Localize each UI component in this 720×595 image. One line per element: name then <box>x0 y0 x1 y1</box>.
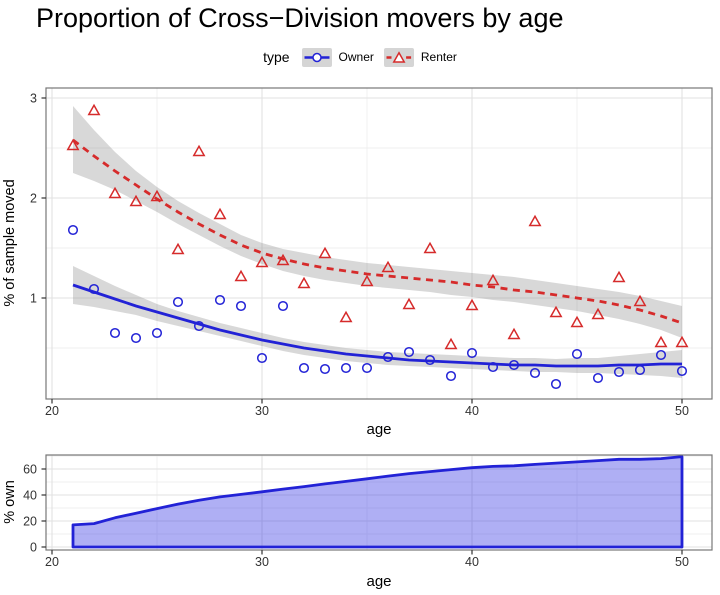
owner-point <box>445 370 457 382</box>
renter-point <box>444 337 458 350</box>
renter-point <box>591 307 605 320</box>
owner-point <box>508 359 520 371</box>
owner-point <box>130 332 142 344</box>
renter-point <box>528 214 542 227</box>
owner-point <box>655 349 667 361</box>
renter-point <box>633 294 647 307</box>
chart-title: Proportion of Cross−Division movers by a… <box>36 3 564 33</box>
renter-confidence-ribbon <box>73 106 682 338</box>
x-tick-label: 30 <box>255 404 269 418</box>
owner-point <box>361 362 373 374</box>
owner-point <box>592 372 604 384</box>
owner-point <box>550 378 562 390</box>
owner-point <box>172 296 184 308</box>
renter-legend-key-icon <box>383 47 414 67</box>
y-tick-label: 2 <box>30 191 37 205</box>
owner-point <box>571 348 583 360</box>
owner-point <box>235 300 247 312</box>
owner-legend-label: Owner <box>338 50 374 64</box>
renter-point <box>171 242 185 255</box>
renter-point <box>150 189 164 202</box>
owner-point <box>151 327 163 339</box>
owner-point <box>487 361 499 373</box>
owner-key-circle-icon <box>311 52 322 62</box>
renter-point <box>108 186 122 199</box>
owner-trend-line <box>72 283 682 368</box>
x-tick-label: 20 <box>45 555 59 569</box>
top-plot-movers-by-age: 20 30 40 50 1 2 3 age % of sample moved <box>2 87 713 438</box>
owner-point <box>529 367 541 379</box>
owner-point <box>214 294 226 306</box>
renter-point <box>402 297 416 310</box>
renter-point <box>213 207 227 220</box>
y-tick-label: 60 <box>23 462 37 476</box>
x-tick-label: 20 <box>45 404 59 418</box>
panel-border <box>45 87 713 400</box>
renter-point <box>423 241 437 254</box>
y-axis-title: % of sample moved <box>2 179 18 306</box>
legend: type Owner Renter <box>0 45 720 69</box>
y-tick-label: 0 <box>30 540 37 554</box>
x-tick-label: 50 <box>675 404 689 418</box>
legend-title: type <box>263 49 290 65</box>
owner-point <box>256 352 268 364</box>
renter-point <box>255 255 269 268</box>
x-axis-title: age <box>366 573 391 590</box>
owner-point <box>634 364 646 376</box>
owner-point <box>382 351 394 363</box>
renter-point <box>87 103 101 116</box>
renter-point <box>549 305 563 318</box>
owner-point <box>340 362 352 374</box>
owner-point <box>403 346 415 358</box>
renter-point <box>318 246 332 259</box>
renter-point <box>339 310 353 323</box>
renter-point <box>276 253 290 266</box>
renter-point <box>192 144 206 157</box>
owner-point <box>424 354 436 366</box>
renter-key-triangle-icon <box>392 50 406 63</box>
x-tick-label: 50 <box>675 555 689 569</box>
owner-point <box>88 283 100 295</box>
bottom-plot-pct-own: 20 30 40 50 0 20 40 60 age % own <box>2 454 713 590</box>
y-tick-label: 3 <box>30 91 37 105</box>
renter-point <box>486 273 500 286</box>
x-axis-title: age <box>366 421 391 438</box>
x-tick-label: 30 <box>255 555 269 569</box>
owner-point <box>676 365 688 377</box>
renter-point <box>465 298 479 311</box>
x-tick-label: 40 <box>465 555 479 569</box>
renter-point <box>129 194 143 207</box>
renter-point <box>381 260 395 273</box>
renter-point <box>234 269 248 282</box>
renter-point <box>654 335 668 348</box>
owner-point <box>67 224 79 236</box>
owner-point <box>277 300 289 312</box>
renter-point <box>507 327 521 340</box>
renter-point <box>360 274 374 287</box>
renter-point <box>66 138 80 151</box>
y-tick-label: 20 <box>23 514 37 528</box>
renter-point <box>612 270 626 283</box>
x-tick-label: 40 <box>465 404 479 418</box>
owner-point <box>109 327 121 339</box>
pct-own-area <box>71 455 684 549</box>
renter-point <box>297 276 311 289</box>
owner-point <box>613 366 625 378</box>
owner-point <box>298 362 310 374</box>
legend-item-renter: Renter <box>383 47 457 67</box>
owner-point <box>466 347 478 359</box>
owner-legend-key-icon <box>301 47 332 67</box>
y-axis-title: % own <box>2 480 18 524</box>
owner-point <box>319 363 331 375</box>
renter-legend-label: Renter <box>420 50 457 64</box>
renter-point <box>570 315 584 328</box>
renter-trend-line <box>72 138 683 325</box>
y-tick-label: 40 <box>23 488 37 502</box>
owner-point <box>193 320 205 332</box>
panel-border <box>45 454 713 551</box>
legend-item-owner: Owner <box>301 47 374 67</box>
renter-point <box>675 335 689 348</box>
y-tick-label: 1 <box>30 291 37 305</box>
